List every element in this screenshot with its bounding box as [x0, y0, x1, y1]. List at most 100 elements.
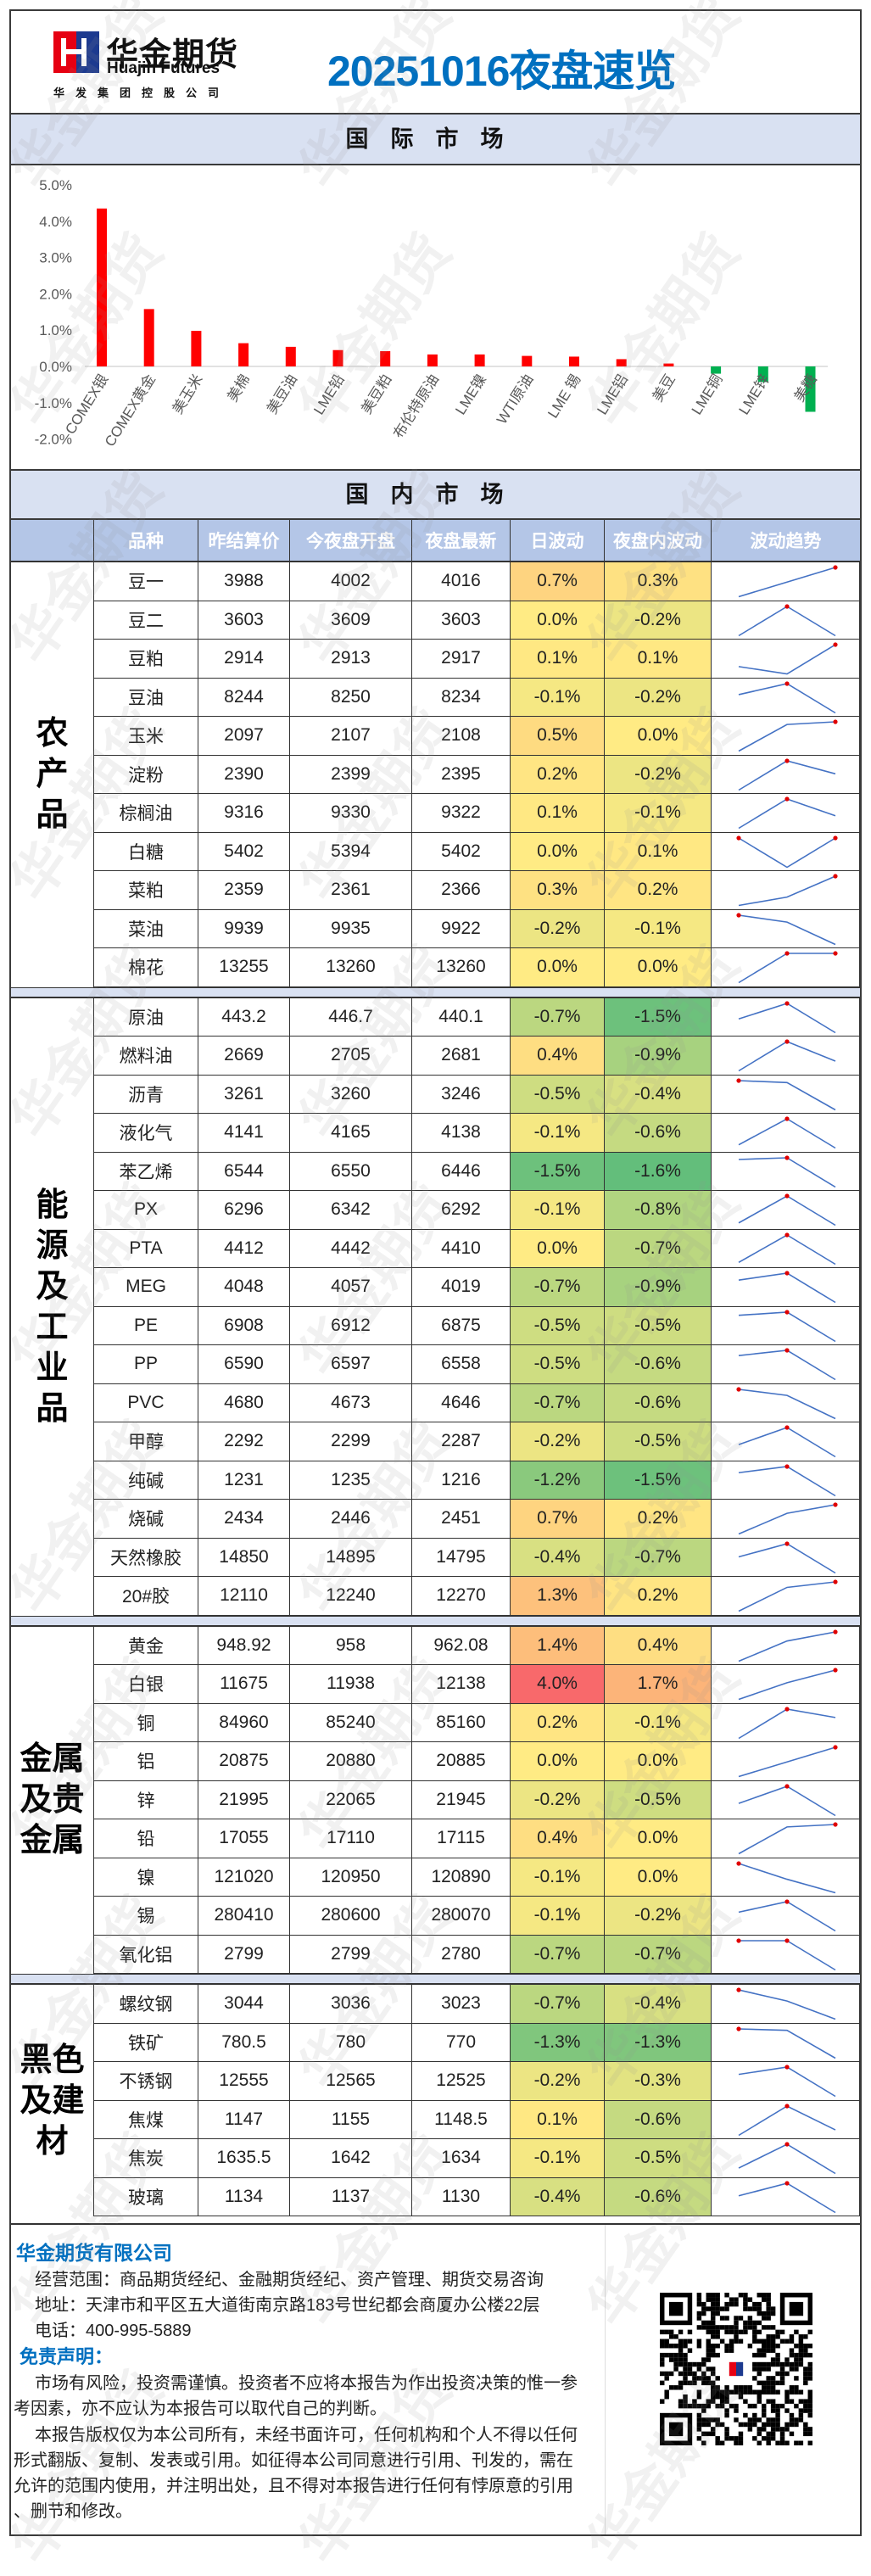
sparkline-max-marker [784, 1000, 790, 1006]
disclaimer-line: 本报告版权仅为本公司所有，未经书面许可，任何机构和个人不得以任何 [35, 2426, 578, 2445]
night-change: -1.5% [605, 1461, 712, 1500]
disclaimer-line: 、删节和修改。 [14, 2502, 132, 2521]
night-open: 8250 [290, 678, 412, 717]
trend-sparkline [712, 794, 860, 833]
sparkline-max-marker [784, 796, 790, 802]
sparkline-line [738, 1427, 836, 1458]
category-label-line: 黑色 [20, 2042, 85, 2078]
daily-change: 0.0% [511, 948, 605, 987]
sparkline-line [738, 567, 836, 598]
sparkline-line [738, 605, 836, 636]
prev-settle: 1231 [198, 1461, 290, 1500]
night-open: 2107 [290, 717, 412, 756]
bar-4 [285, 346, 296, 366]
daily-change: -0.1% [511, 2139, 605, 2178]
night-change: 0.1% [605, 832, 712, 871]
daily-change: -0.2% [511, 1422, 605, 1461]
category-label-line: 金属 [20, 1823, 85, 1859]
night-open: 4442 [290, 1229, 412, 1268]
night-latest: 2451 [412, 1500, 511, 1539]
x-tick-label: LME锌 [736, 372, 773, 417]
variety-name: 烧碱 [94, 1500, 198, 1539]
disclaimer-line: 形式翻版、复制、发表或引用。如征得本公司同意进行引用、刊发的，需在 [14, 2451, 573, 2470]
variety-name: 铁矿 [94, 2023, 198, 2062]
trend-sparkline [712, 601, 860, 640]
daily-change: 0.0% [511, 601, 605, 640]
sparkline-line [738, 1989, 836, 2020]
prev-settle: 2434 [198, 1500, 290, 1539]
sparkline-max-marker [784, 1540, 790, 1546]
sparkline-max-marker [736, 912, 741, 918]
prev-settle: 11675 [198, 1665, 290, 1704]
x-tick-label: LME铜 [689, 372, 726, 417]
variety-name: 铜 [94, 1703, 198, 1742]
trend-sparkline [712, 909, 860, 948]
daily-change: 0.1% [511, 794, 605, 833]
sparkline-max-marker [784, 1193, 790, 1199]
sparkline-max-marker [833, 1629, 838, 1634]
variety-name: 豆油 [94, 678, 198, 717]
night-open: 6597 [290, 1345, 412, 1384]
night-latest: 12525 [412, 2062, 511, 2101]
sparkline-line [738, 2027, 836, 2059]
night-latest: 1634 [412, 2139, 511, 2178]
bar-3 [238, 343, 249, 366]
variety-name: 甲醇 [94, 1422, 198, 1461]
trend-sparkline [712, 1500, 860, 1539]
trend-sparkline [712, 1383, 860, 1422]
x-tick-label: COMEX黄金 [102, 372, 159, 450]
prev-settle: 13255 [198, 948, 290, 987]
daily-change: -0.7% [511, 1985, 605, 2024]
night-latest: 2366 [412, 871, 511, 910]
trend-sparkline [712, 1538, 860, 1577]
night-latest: 3246 [412, 1075, 511, 1114]
variety-name: 焦煤 [94, 2100, 198, 2139]
y-tick-label: -1.0% [35, 395, 72, 411]
night-change: 0.2% [605, 1500, 712, 1539]
sparkline-max-marker [736, 835, 741, 841]
trend-sparkline [712, 997, 860, 1037]
trend-sparkline [712, 1577, 860, 1616]
variety-name: 豆粕 [94, 640, 198, 679]
night-latest: 2780 [412, 1935, 511, 1974]
x-tick-label: 美玉米 [170, 372, 206, 416]
daily-change: -0.5% [511, 1345, 605, 1384]
night-open: 120950 [290, 1858, 412, 1897]
sparkline-line [738, 1901, 836, 1932]
night-open: 20880 [290, 1742, 412, 1781]
daily-change: -0.7% [511, 1383, 605, 1422]
night-change: -1.5% [605, 997, 712, 1037]
night-change: -0.5% [605, 2139, 712, 2178]
international-market-chart: 5.0%4.0%3.0%2.0%1.0%0.0%-1.0%-2.0%COMEX银… [35, 177, 828, 450]
column-header: 夜盘最新 [412, 520, 511, 562]
trend-sparkline [712, 1742, 860, 1781]
prev-settle: 443.2 [198, 997, 290, 1037]
prev-settle: 2799 [198, 1935, 290, 1974]
prev-settle: 280410 [198, 1897, 290, 1936]
prev-settle: 121020 [198, 1858, 290, 1897]
x-tick-label: LME铝 [594, 372, 631, 417]
trend-sparkline [712, 1268, 860, 1307]
night-latest: 6558 [412, 1345, 511, 1384]
sparkline-max-marker [784, 1899, 790, 1904]
night-open: 958 [290, 1626, 412, 1665]
sparkline-line [738, 1233, 836, 1265]
night-change: -0.7% [605, 1935, 712, 1974]
night-latest: 6446 [412, 1152, 511, 1191]
trend-sparkline [712, 871, 860, 910]
trend-sparkline [712, 948, 860, 987]
night-open: 1235 [290, 1461, 412, 1500]
prev-settle: 9939 [198, 909, 290, 948]
sparkline-max-marker [833, 874, 838, 879]
sparkline-max-marker [736, 1386, 741, 1392]
night-change: 0.2% [605, 871, 712, 910]
sparkline-line [738, 1581, 836, 1612]
prev-settle: 2359 [198, 871, 290, 910]
prev-settle: 2914 [198, 640, 290, 679]
trend-sparkline [712, 1461, 860, 1500]
bar-15 [805, 366, 816, 412]
night-change: -0.7% [605, 1229, 712, 1268]
night-latest: 14795 [412, 1538, 511, 1577]
prev-settle: 9316 [198, 794, 290, 833]
x-tick-label: 美糖 [791, 372, 820, 405]
